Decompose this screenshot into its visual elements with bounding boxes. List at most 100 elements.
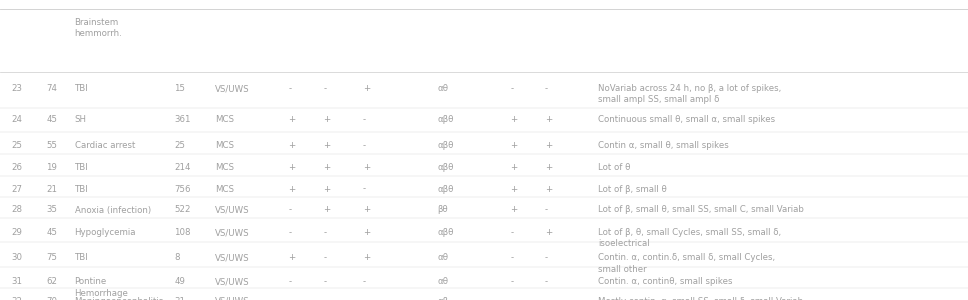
Text: 25: 25 [12, 141, 22, 150]
Text: NoVariab across 24 h, no β, a lot of spikes,
small ampl SS, small ampl δ: NoVariab across 24 h, no β, a lot of spi… [598, 84, 781, 104]
Text: -: - [363, 184, 366, 194]
Text: 23: 23 [12, 84, 22, 93]
Text: -: - [323, 297, 326, 300]
Text: 19: 19 [46, 164, 57, 172]
Text: 25: 25 [174, 141, 185, 150]
Text: MCS: MCS [215, 164, 234, 172]
Text: 214: 214 [174, 164, 191, 172]
Text: Anoxia (infection): Anoxia (infection) [75, 206, 151, 214]
Text: αθ: αθ [438, 278, 448, 286]
Text: αβθ: αβθ [438, 141, 454, 150]
Text: Contin. α, continθ, small spikes: Contin. α, continθ, small spikes [598, 278, 733, 286]
Text: +: + [288, 116, 295, 124]
Text: +: + [545, 141, 552, 150]
Text: VS/UWS: VS/UWS [215, 228, 250, 237]
Text: TBI: TBI [75, 254, 88, 262]
Text: +: + [545, 228, 552, 237]
Text: -: - [323, 278, 326, 286]
Text: +: + [363, 254, 370, 262]
Text: Lot of β, small θ: Lot of β, small θ [598, 184, 667, 194]
Text: +: + [363, 84, 370, 93]
Text: 108: 108 [174, 228, 191, 237]
Text: +: + [323, 141, 330, 150]
Text: -: - [323, 254, 326, 262]
Text: -: - [510, 228, 513, 237]
Text: -: - [288, 297, 291, 300]
Text: 45: 45 [46, 228, 57, 237]
Text: Lot of β, θ, small Cycles, small SS, small δ,
isoelectrical: Lot of β, θ, small Cycles, small SS, sma… [598, 228, 781, 248]
Text: -: - [545, 254, 548, 262]
Text: +: + [288, 184, 295, 194]
Text: +: + [288, 141, 295, 150]
Text: Meningoencephalitis: Meningoencephalitis [75, 297, 164, 300]
Text: +: + [363, 228, 370, 237]
Text: αβ: αβ [438, 297, 448, 300]
Text: αβθ: αβθ [438, 228, 454, 237]
Text: +: + [510, 141, 517, 150]
Text: 361: 361 [174, 116, 191, 124]
Text: αβθ: αβθ [438, 116, 454, 124]
Text: +: + [288, 254, 295, 262]
Text: Pontine
Hemorrhage: Pontine Hemorrhage [75, 278, 129, 298]
Text: Continuous small θ, small α, small spikes: Continuous small θ, small α, small spike… [598, 116, 775, 124]
Text: αθ: αθ [438, 254, 448, 262]
Text: -: - [323, 228, 326, 237]
Text: +: + [545, 164, 552, 172]
Text: 27: 27 [12, 184, 22, 194]
Text: -: - [363, 297, 366, 300]
Text: +: + [363, 164, 370, 172]
Text: Lot of β, small θ, small SS, small C, small Variab: Lot of β, small θ, small SS, small C, sm… [598, 206, 804, 214]
Text: 24: 24 [12, 116, 22, 124]
Text: -: - [288, 84, 291, 93]
Text: 55: 55 [46, 141, 57, 150]
Text: 45: 45 [46, 116, 57, 124]
Text: +: + [323, 116, 330, 124]
Text: 756: 756 [174, 184, 191, 194]
Text: 26: 26 [12, 164, 22, 172]
Text: 62: 62 [46, 278, 57, 286]
Text: -: - [545, 297, 548, 300]
Text: VS/UWS: VS/UWS [215, 206, 250, 214]
Text: +: + [288, 164, 295, 172]
Text: MCS: MCS [215, 116, 234, 124]
Text: -: - [510, 254, 513, 262]
Text: +: + [510, 206, 517, 214]
Text: -: - [363, 141, 366, 150]
Text: +: + [545, 116, 552, 124]
Text: -: - [288, 228, 291, 237]
Text: -: - [363, 116, 366, 124]
Text: +: + [510, 184, 517, 194]
Text: VS/UWS: VS/UWS [215, 278, 250, 286]
Text: +: + [510, 116, 517, 124]
Text: +: + [510, 164, 517, 172]
Text: 30: 30 [12, 254, 22, 262]
Text: -: - [545, 278, 548, 286]
Text: αβθ: αβθ [438, 184, 454, 194]
Text: Mostly contin. α, small SS, small δ, small Variab: Mostly contin. α, small SS, small δ, sma… [598, 297, 803, 300]
Text: -: - [288, 278, 291, 286]
Text: 15: 15 [174, 84, 185, 93]
Text: TBI: TBI [75, 184, 88, 194]
Text: 31: 31 [174, 297, 185, 300]
Text: -: - [545, 84, 548, 93]
Text: Cardiac arrest: Cardiac arrest [75, 141, 135, 150]
Text: -: - [510, 297, 513, 300]
Text: MCS: MCS [215, 141, 234, 150]
Text: 21: 21 [46, 184, 57, 194]
Text: 35: 35 [46, 206, 57, 214]
Text: Lot of θ: Lot of θ [598, 164, 630, 172]
Text: TBI: TBI [75, 84, 88, 93]
Text: -: - [510, 278, 513, 286]
Text: 75: 75 [46, 254, 57, 262]
Text: Contin. α, contin.δ, small δ, small Cycles,
small other: Contin. α, contin.δ, small δ, small Cycl… [598, 254, 775, 274]
Text: 70: 70 [46, 297, 57, 300]
Text: -: - [545, 206, 548, 214]
Text: Brainstem
hemmorrh.: Brainstem hemmorrh. [75, 18, 122, 38]
Text: TBI: TBI [75, 164, 88, 172]
Text: +: + [323, 206, 330, 214]
Text: MCS: MCS [215, 184, 234, 194]
Text: SH: SH [75, 116, 86, 124]
Text: 32: 32 [12, 297, 22, 300]
Text: αθ: αθ [438, 84, 448, 93]
Text: -: - [510, 84, 513, 93]
